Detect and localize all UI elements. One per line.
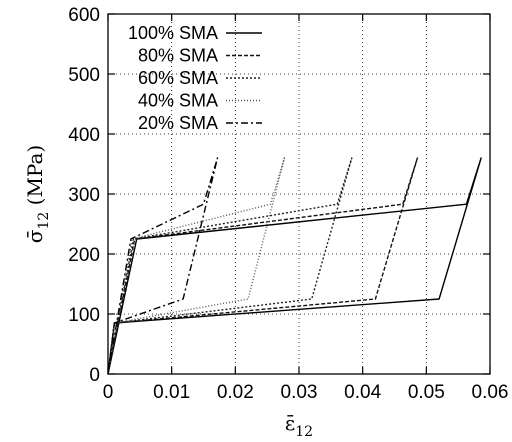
x-tick-label: 0.03 [281, 382, 318, 403]
y-tick-label: 500 [68, 65, 100, 86]
x-axis-title: ε̄12 [285, 411, 313, 440]
legend-label: 60% SMA [138, 68, 218, 88]
x-tick-label: 0 [103, 382, 114, 403]
series-line-100-sma [107, 157, 482, 375]
y-tick-label: 100 [68, 305, 100, 326]
series-line-60-sma [107, 157, 353, 375]
x-tick-label: 0.01 [153, 382, 190, 403]
axis-ticks: 0 0.01 0.02 0.03 0.04 0.05 0.06 0 100 200 300 400 50… [68, 5, 508, 403]
legend-label: 80% SMA [138, 46, 218, 66]
y-axis-title: σ̄12 (MPa) [23, 145, 52, 243]
x-tick-label: 0.05 [408, 382, 445, 403]
x-tick-label: 0.04 [344, 382, 381, 403]
x-tick-label: 0.06 [472, 382, 509, 403]
legend-label: 20% SMA [138, 113, 218, 133]
series-line-80-sma [107, 157, 419, 375]
series-line-20-sma [107, 157, 219, 375]
legend-label: 40% SMA [138, 91, 218, 111]
y-tick-label: 400 [68, 125, 100, 146]
legend-label: 100% SMA [128, 23, 218, 43]
y-tick-label: 600 [68, 5, 100, 26]
series-line-40-sma [107, 157, 286, 375]
y-tick-label: 0 [89, 365, 100, 386]
series-layer [107, 157, 482, 375]
y-tick-label: 200 [68, 245, 100, 266]
x-tick-label: 0.02 [217, 382, 254, 403]
y-tick-label: 300 [68, 185, 100, 206]
